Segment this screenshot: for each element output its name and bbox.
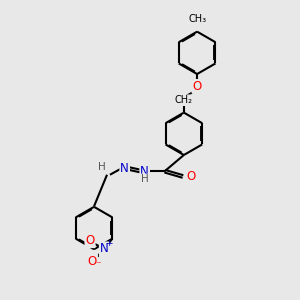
- Text: O: O: [193, 80, 202, 93]
- Text: O: O: [88, 255, 97, 268]
- Text: N: N: [140, 165, 149, 178]
- Text: O: O: [187, 170, 196, 183]
- Text: N: N: [100, 242, 109, 255]
- Text: O: O: [85, 234, 95, 247]
- Text: H: H: [141, 174, 148, 184]
- Text: H: H: [98, 162, 106, 172]
- Text: CH₃: CH₃: [188, 14, 206, 24]
- Text: N: N: [120, 162, 129, 175]
- Text: +: +: [105, 239, 112, 248]
- Text: CH₂: CH₂: [175, 95, 193, 105]
- Text: ⁻: ⁻: [95, 260, 101, 270]
